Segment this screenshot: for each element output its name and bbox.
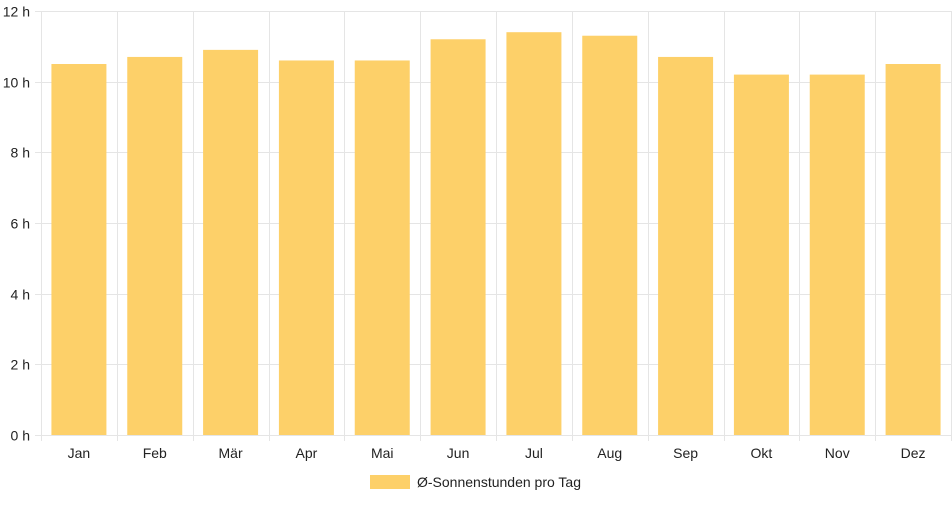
bar-jul[interactable] xyxy=(506,32,562,435)
y-tick-label: 8 h xyxy=(11,145,30,161)
grid-lines xyxy=(35,11,952,441)
bar-apr[interactable] xyxy=(278,60,334,435)
bar-aug[interactable] xyxy=(582,35,638,435)
x-tick-label: Jun xyxy=(447,445,470,461)
x-tick-label: Aug xyxy=(597,445,622,461)
x-tick-label: Mär xyxy=(219,445,243,461)
x-axis: Jan Feb Mär Apr Mai Jun Jul Aug Sep Okt Nov Dez xyxy=(68,445,926,461)
legend-label[interactable]: Ø-Sonnenstunden pro Tag xyxy=(417,474,581,490)
bars xyxy=(51,32,941,436)
y-tick-label: 4 h xyxy=(11,287,30,303)
bar-okt[interactable] xyxy=(733,74,789,435)
x-tick-label: Apr xyxy=(296,445,318,461)
y-tick-label: 0 h xyxy=(11,428,30,444)
x-tick-label: Nov xyxy=(825,445,850,461)
y-tick-label: 12 h xyxy=(3,4,30,20)
bar-dez[interactable] xyxy=(885,64,941,435)
bar-sep[interactable] xyxy=(658,56,714,435)
x-tick-label: Jul xyxy=(525,445,543,461)
x-tick-label: Feb xyxy=(143,445,167,461)
bar-nov[interactable] xyxy=(809,74,865,435)
x-tick-label: Mai xyxy=(371,445,394,461)
bar-jan[interactable] xyxy=(51,64,107,435)
bar-mai[interactable] xyxy=(354,60,410,435)
legend-swatch[interactable] xyxy=(370,475,410,489)
y-tick-label: 6 h xyxy=(11,216,30,232)
y-axis: 0 h 2 h 4 h 6 h 8 h 10 h 12 h xyxy=(3,4,30,444)
y-tick-label: 2 h xyxy=(11,357,30,373)
x-tick-label: Okt xyxy=(751,445,773,461)
bar-feb[interactable] xyxy=(127,56,183,435)
legend[interactable]: Ø-Sonnenstunden pro Tag xyxy=(370,474,581,490)
x-tick-label: Dez xyxy=(901,445,926,461)
x-tick-label: Sep xyxy=(673,445,698,461)
y-tick-label: 10 h xyxy=(3,75,30,91)
x-tick-label: Jan xyxy=(68,445,91,461)
bar-mär[interactable] xyxy=(203,49,259,435)
bar-jun[interactable] xyxy=(430,39,486,436)
